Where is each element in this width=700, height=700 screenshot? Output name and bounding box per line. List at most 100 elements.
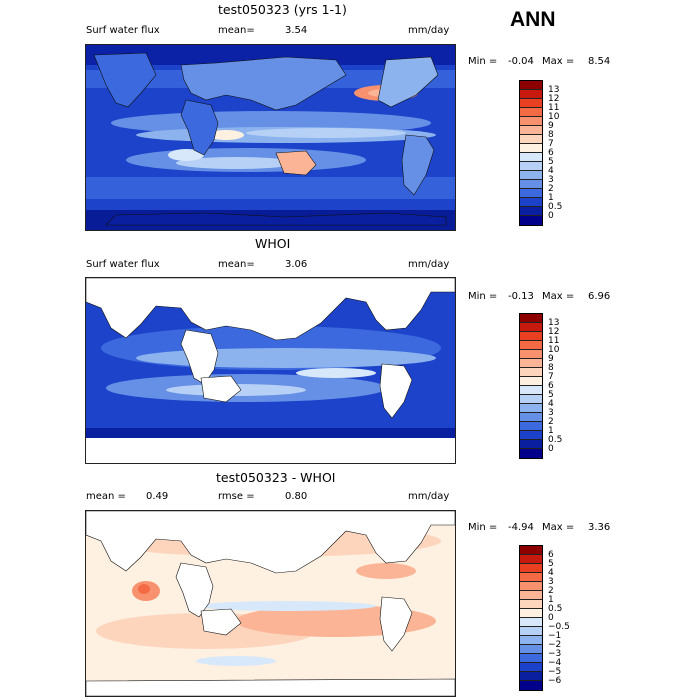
- colorbar-tick-label: 4: [548, 166, 554, 176]
- colorbar-cell: [520, 153, 542, 162]
- colorbar-cell: [520, 171, 542, 180]
- panel2-variable: Surf water flux: [86, 259, 160, 270]
- colorbar-cell: [520, 90, 542, 99]
- panel3-rmse-label: rmse =: [218, 491, 255, 502]
- panel1-units: mm/day: [408, 25, 450, 36]
- panel2-units: mm/day: [408, 259, 450, 270]
- panel1-mean-value: 3.54: [285, 25, 308, 36]
- colorbar-tick-label: 0.5: [548, 435, 563, 445]
- panel1-min-label: Min =: [468, 56, 498, 67]
- colorbar-tick-label: 10: [548, 345, 560, 355]
- colorbar-cell: [520, 314, 542, 323]
- colorbar-tick-label: 5: [548, 559, 554, 569]
- panel3-max-label: Max =: [542, 522, 575, 533]
- colorbar-cell: [520, 663, 542, 672]
- colorbar-cell: [520, 386, 542, 395]
- colorbar-tick-label: 11: [548, 103, 560, 113]
- panel3-units: mm/day: [408, 491, 450, 502]
- colorbar-cell: [520, 207, 542, 216]
- colorbar-cell: [520, 162, 542, 171]
- colorbar-tick-label: −5: [548, 667, 562, 677]
- colorbar-cell: [520, 350, 542, 359]
- colorbar-cell: [520, 672, 542, 681]
- panel1-title: test050323 (yrs 1-1): [218, 2, 347, 17]
- panel2-map-svg: [86, 278, 455, 463]
- colorbar-cell: [520, 341, 542, 350]
- panel3-mean-label: mean =: [86, 491, 126, 502]
- colorbar-tick-label: −2: [548, 640, 562, 650]
- colorbar-cell: [520, 627, 542, 636]
- colorbar-cell: [520, 413, 542, 422]
- panel1-variable: Surf water flux: [86, 25, 160, 36]
- colorbar-tick-label: 8: [548, 130, 554, 140]
- colorbar-tick-label: 2: [548, 586, 554, 596]
- colorbar-tick-label: 1: [548, 426, 554, 436]
- panel2-mean-label: mean=: [218, 259, 255, 270]
- colorbar-cell: [520, 654, 542, 663]
- colorbar-tick-label: 0.5: [548, 604, 563, 614]
- colorbar-tick-label: 10: [548, 112, 560, 122]
- panel3-min-label: Min =: [468, 522, 498, 533]
- colorbar-tick-label: 9: [548, 354, 554, 364]
- colorbar-tick-label: 0.5: [548, 202, 563, 212]
- colorbar-tick-label: 0: [548, 613, 554, 623]
- colorbar-cell: [520, 135, 542, 144]
- colorbar-cell: [520, 645, 542, 654]
- panel3-map-svg: [86, 511, 455, 696]
- colorbar-tick-label: 0: [548, 444, 554, 454]
- panel2-max-label: Max =: [542, 291, 575, 302]
- colorbar-cell: [520, 198, 542, 207]
- colorbar-cell: [520, 189, 542, 198]
- colorbar-cell: [520, 108, 542, 117]
- colorbar-tick-label: 3: [548, 408, 554, 418]
- colorbar-tick-label: 6: [548, 550, 554, 560]
- season-label: ANN: [510, 8, 556, 31]
- colorbar-cell: [520, 618, 542, 627]
- colorbar-tick-label: −0.5: [548, 622, 570, 632]
- panel3-colorbar: [519, 545, 543, 691]
- colorbar-cell: [520, 431, 542, 440]
- panel1-map: [85, 44, 456, 231]
- colorbar-tick-label: 7: [548, 139, 554, 149]
- colorbar-cell: [520, 440, 542, 449]
- colorbar-cell: [520, 555, 542, 564]
- colorbar-tick-label: 1: [548, 193, 554, 203]
- colorbar-cell: [520, 359, 542, 368]
- colorbar-tick-label: −1: [548, 631, 562, 641]
- colorbar-cell: [520, 81, 542, 90]
- panel3-mean-value: 0.49: [146, 491, 169, 502]
- panel3-rmse-value: 0.80: [285, 491, 308, 502]
- panel2-colorbar: [519, 313, 543, 459]
- colorbar-tick-label: 5: [548, 157, 554, 167]
- colorbar-tick-label: 4: [548, 399, 554, 409]
- panel1-colorbar: [519, 80, 543, 226]
- colorbar-cell: [520, 404, 542, 413]
- colorbar-tick-label: −3: [548, 649, 562, 659]
- panel1-mean-label: mean=: [218, 25, 255, 36]
- colorbar-cell: [520, 681, 542, 690]
- colorbar-cell: [520, 422, 542, 431]
- colorbar-cell: [520, 609, 542, 618]
- panel3-max-value: 3.36: [588, 522, 611, 533]
- colorbar-cell: [520, 591, 542, 600]
- colorbar-tick-label: 13: [548, 85, 560, 95]
- colorbar-cell: [520, 180, 542, 189]
- panel2-min-label: Min =: [468, 291, 498, 302]
- panel2-min-value: -0.13: [508, 291, 534, 302]
- panel3-title: test050323 - WHOI: [216, 470, 336, 485]
- panel1-map-svg: [86, 45, 455, 230]
- colorbar-tick-label: 0: [548, 211, 554, 221]
- colorbar-cell: [520, 99, 542, 108]
- colorbar-tick-label: −6: [548, 676, 562, 686]
- colorbar-cell: [520, 117, 542, 126]
- colorbar-cell: [520, 636, 542, 645]
- panel1-max-label: Max =: [542, 56, 575, 67]
- colorbar-tick-label: 13: [548, 318, 560, 328]
- colorbar-cell: [520, 582, 542, 591]
- panel1-min-value: -0.04: [508, 56, 534, 67]
- colorbar-tick-label: 1: [548, 595, 554, 605]
- colorbar-tick-label: 9: [548, 121, 554, 131]
- panel2-map: [85, 277, 456, 464]
- colorbar-tick-label: 11: [548, 336, 560, 346]
- colorbar-cell: [520, 546, 542, 555]
